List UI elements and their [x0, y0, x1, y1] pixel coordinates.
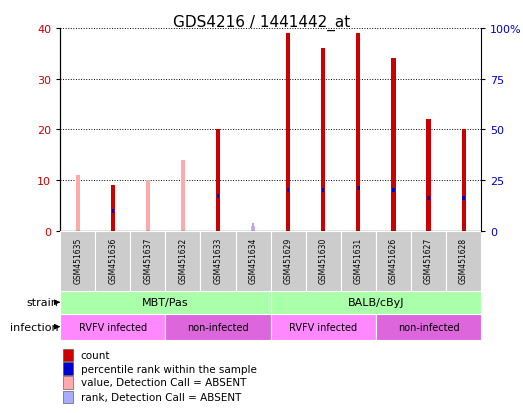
Text: GSM451626: GSM451626: [389, 237, 398, 283]
Text: GSM451631: GSM451631: [354, 237, 363, 283]
Text: GSM451636: GSM451636: [108, 237, 117, 283]
Bar: [411, 231, 446, 291]
Bar: [111, 209, 114, 213]
Bar: [357, 187, 359, 191]
Text: GSM451627: GSM451627: [424, 237, 433, 283]
Bar: [286, 34, 290, 231]
Bar: [63, 349, 73, 361]
Bar: [130, 231, 165, 291]
Bar: [165, 231, 200, 291]
Bar: [271, 314, 376, 340]
Bar: [217, 195, 219, 199]
Bar: [376, 314, 481, 340]
Text: non-infected: non-infected: [397, 322, 459, 332]
Bar: [392, 189, 395, 193]
Bar: [341, 231, 376, 291]
Text: GSM451632: GSM451632: [178, 237, 187, 283]
Bar: [287, 189, 289, 193]
Text: GSM451634: GSM451634: [248, 237, 258, 283]
Text: MBT/Pas: MBT/Pas: [142, 297, 189, 308]
Bar: [146, 180, 150, 231]
Bar: [271, 231, 306, 291]
Text: GSM451629: GSM451629: [283, 237, 293, 283]
Text: GDS4216 / 1441442_at: GDS4216 / 1441442_at: [173, 14, 350, 31]
Bar: [235, 231, 271, 291]
Text: infection: infection: [10, 322, 59, 332]
Bar: [95, 231, 130, 291]
Text: GSM451635: GSM451635: [73, 237, 82, 283]
Bar: [60, 291, 271, 314]
Bar: [376, 231, 411, 291]
Bar: [63, 363, 73, 375]
Bar: [306, 231, 341, 291]
Text: RVFV infected: RVFV infected: [78, 322, 147, 332]
Bar: [427, 197, 430, 201]
Bar: [462, 197, 465, 201]
Bar: [356, 34, 360, 231]
Text: BALB/cByJ: BALB/cByJ: [348, 297, 404, 308]
Bar: [200, 231, 235, 291]
Text: value, Detection Call = ABSENT: value, Detection Call = ABSENT: [81, 377, 246, 387]
Text: percentile rank within the sample: percentile rank within the sample: [81, 364, 257, 374]
Bar: [216, 130, 220, 231]
Text: GSM451633: GSM451633: [213, 237, 222, 283]
Bar: [60, 314, 165, 340]
Bar: [76, 176, 80, 231]
Text: GSM451628: GSM451628: [459, 237, 468, 283]
Bar: [63, 391, 73, 404]
Bar: [165, 314, 271, 340]
Bar: [322, 189, 324, 193]
Text: RVFV infected: RVFV infected: [289, 322, 357, 332]
Bar: [446, 231, 481, 291]
Text: strain: strain: [27, 297, 59, 308]
Bar: [461, 130, 465, 231]
Text: non-infected: non-infected: [187, 322, 249, 332]
Bar: [426, 120, 430, 231]
Bar: [321, 49, 325, 231]
Bar: [271, 291, 481, 314]
Bar: [391, 59, 395, 231]
Text: GSM451637: GSM451637: [143, 237, 152, 283]
Text: GSM451630: GSM451630: [319, 237, 328, 283]
Bar: [251, 226, 255, 231]
Bar: [60, 231, 95, 291]
Bar: [252, 223, 254, 231]
Text: count: count: [81, 350, 110, 360]
Bar: [181, 160, 185, 231]
Bar: [63, 376, 73, 389]
Bar: [111, 186, 115, 231]
Text: rank, Detection Call = ABSENT: rank, Detection Call = ABSENT: [81, 392, 241, 402]
